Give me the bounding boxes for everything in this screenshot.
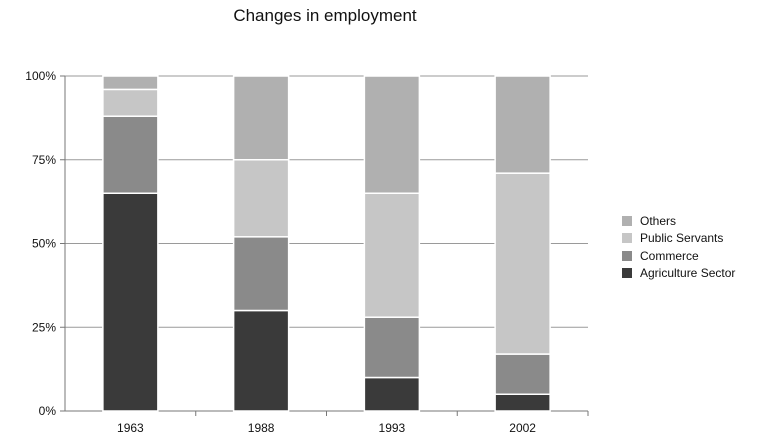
y-tick-label: 0% (39, 404, 57, 418)
x-tick-label: 1988 (248, 421, 275, 435)
bar-others-1963 (102, 75, 159, 91)
bar-commerce-1988 (232, 236, 290, 312)
legend-swatch (622, 215, 632, 226)
y-tick-label: 50% (32, 237, 56, 251)
x-tick-label: 1993 (379, 421, 406, 435)
bar-others-1993 (363, 75, 421, 194)
legend-label: Public Servants (640, 231, 724, 246)
bar-public-servants-1993 (363, 192, 421, 318)
legend-item: Agriculture Sector (622, 265, 735, 283)
legend-item: Commerce (622, 247, 735, 265)
bar-commerce-1993 (363, 316, 421, 379)
legend-swatch (622, 250, 632, 261)
chart-legend: Others Public Servants Commerce Agriculture… (622, 212, 735, 282)
legend-item: Public Servants (622, 230, 735, 248)
legend-label: Agriculture Sector (640, 266, 736, 281)
bar-others-2002 (494, 75, 551, 174)
bar-public-servants-1988 (232, 159, 290, 238)
bar-commerce-1963 (102, 115, 159, 194)
chart-title: Changes in employment (233, 6, 417, 25)
bar-others-1988 (232, 75, 290, 161)
bar-public-servants-1963 (102, 88, 159, 117)
legend-swatch (622, 233, 632, 244)
bar-agriculture-sector-1963 (102, 192, 159, 412)
bar-agriculture-sector-1988 (232, 309, 290, 412)
bar-agriculture-sector-1993 (363, 376, 421, 412)
bar-public-servants-2002 (494, 172, 551, 355)
bar-agriculture-sector-2002 (494, 393, 551, 412)
legend-label: Commerce (640, 248, 699, 263)
legend-label: Others (640, 213, 677, 228)
y-tick-label: 25% (32, 320, 56, 334)
legend-swatch (622, 268, 632, 279)
y-tick-label: 100% (25, 69, 56, 83)
bar-commerce-2002 (494, 353, 551, 395)
y-tick-label: 75% (32, 153, 56, 167)
x-tick-label: 2002 (509, 421, 536, 435)
legend-item: Others (622, 212, 735, 230)
x-tick-label: 1963 (117, 421, 144, 435)
